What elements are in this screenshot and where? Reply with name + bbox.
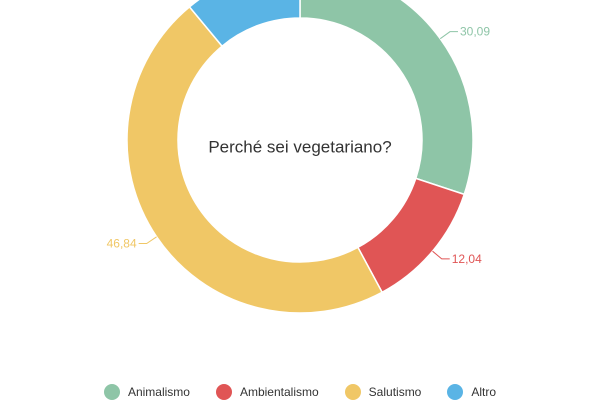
legend-label-ambientalismo: Ambientalismo — [239, 385, 319, 399]
data-label-ambientalismo: 12,04 — [452, 252, 482, 266]
legend-swatch-salutismo — [344, 384, 361, 400]
legend: Animalismo Ambientalismo Salutismo Altro — [0, 384, 600, 400]
legend-item-ambientalismo[interactable]: Ambientalismo — [215, 384, 319, 400]
legend-label-salutismo: Salutismo — [368, 385, 422, 399]
data-label-animalismo: 30,09 — [460, 25, 490, 39]
legend-swatch-animalismo — [103, 384, 120, 400]
legend-item-altro[interactable]: Altro — [447, 384, 496, 400]
legend-item-animalismo[interactable]: Animalismo — [103, 384, 190, 400]
data-label-salutismo: 46,84 — [107, 237, 137, 251]
donut-slice-ambientalismo[interactable] — [356, 177, 466, 294]
donut-slice-altro[interactable] — [188, 0, 301, 48]
chart-title: Perché sei vegetariano? — [208, 137, 391, 156]
legend-swatch-ambientalismo — [215, 384, 232, 400]
donut-slice-animalismo[interactable] — [299, 0, 474, 196]
legend-swatch-altro — [447, 384, 464, 400]
donut-data-labels: 30,09 12,04 46,84 — [107, 25, 491, 266]
legend-item-salutismo[interactable]: Salutismo — [344, 384, 422, 400]
donut-slice-salutismo[interactable] — [126, 5, 384, 314]
legend-label-animalismo: Animalismo — [127, 385, 190, 399]
data-label-connector-salutismo — [138, 236, 157, 245]
data-label-connector-ambientalismo — [432, 250, 450, 260]
donut-slices — [126, 0, 474, 314]
data-label-connector-animalismo — [439, 31, 458, 40]
legend-label-altro: Altro — [471, 385, 497, 399]
